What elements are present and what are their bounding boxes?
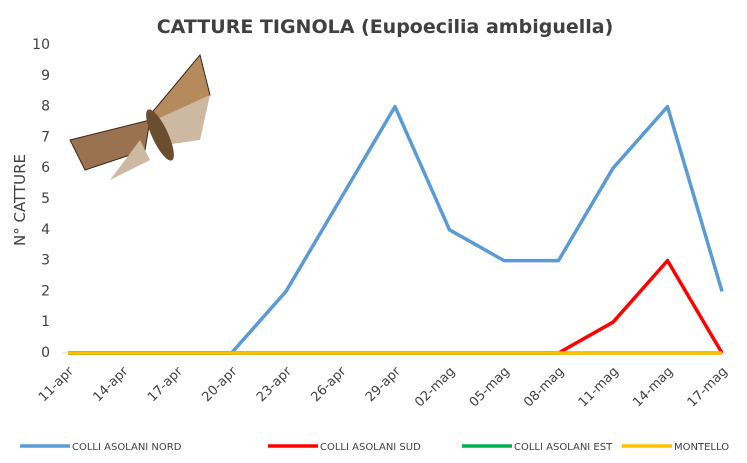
y-tick-label: 7 <box>41 129 50 145</box>
moth-image <box>69 53 211 180</box>
line-series <box>68 258 724 355</box>
legend-label: COLLI ASOLANI SUD <box>320 442 421 453</box>
x-tick-label: 11-apr <box>36 364 77 405</box>
x-tick-label: 17-mag <box>685 364 731 410</box>
x-tick-label: 14-mag <box>630 364 676 410</box>
y-tick-label: 1 <box>41 314 50 330</box>
x-tick-label: 17-apr <box>145 364 186 405</box>
x-tick-label: 20-apr <box>199 364 240 405</box>
chart-title: CATTURE TIGNOLA (Eupoecilia ambiguella) <box>157 16 614 38</box>
y-axis-label: N° CATTURE <box>11 154 29 246</box>
x-tick-label: 26-apr <box>308 364 349 405</box>
x-tick-label: 11-mag <box>576 364 622 410</box>
y-tick-label: 0 <box>41 345 50 361</box>
legend-label: MONTELLO <box>674 442 729 453</box>
y-tick-label: 5 <box>41 191 50 207</box>
x-tick-label: 02-mag <box>412 364 458 410</box>
y-tick-label: 6 <box>41 160 50 176</box>
x-tick-label: 05-mag <box>467 364 513 410</box>
legend-label: COLLI ASOLANI NORD <box>72 442 182 453</box>
x-tick-label: 23-apr <box>254 364 295 405</box>
x-tick-label: 29-apr <box>363 364 404 405</box>
y-tick-label: 10 <box>32 37 50 53</box>
y-tick-label: 4 <box>41 222 50 238</box>
x-tick-label: 14-apr <box>90 364 131 405</box>
y-tick-label: 8 <box>41 99 50 115</box>
legend-label: COLLI ASOLANI EST <box>514 442 613 453</box>
y-tick-label: 2 <box>41 283 50 299</box>
y-tick-label: 3 <box>41 253 50 269</box>
y-tick-label: 9 <box>41 68 50 84</box>
x-tick-label: 08-mag <box>521 364 567 410</box>
